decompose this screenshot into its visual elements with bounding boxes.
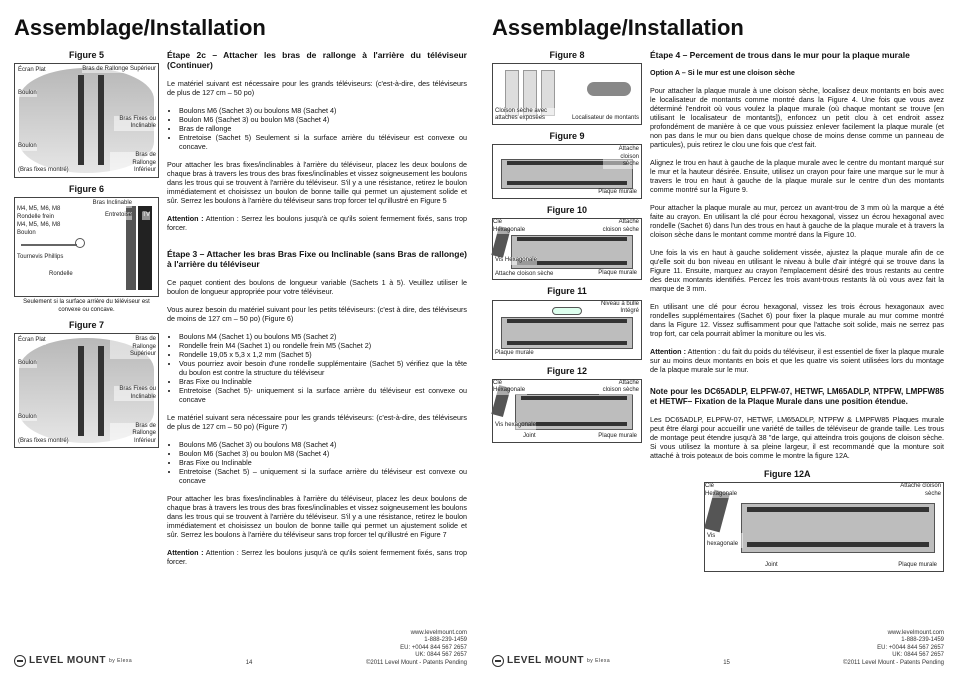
logo-icon [492,655,504,667]
note-p: Les DC65ADLP, ELPFW-07, HETWF, LM65ADLP,… [650,415,944,460]
figure-7: Figure 7 Écran Plat Bras de Rallonge Sup… [14,320,159,448]
step-2c-intro: Le matériel suivant est nécessaire pour … [167,79,467,97]
page-15: Assemblage/Installation Figure 8 Cloison… [477,0,954,675]
step-2c-attention: Attention : Attention : Serrez les boulo… [167,214,467,232]
option-a-title: Option A – Si le mur est une cloison sèc… [650,68,944,77]
figure-10: Figure 10 Clé Hexagonale Vis Hexagonale … [492,205,642,280]
page-number: 14 [132,660,366,668]
logo-icon [14,655,26,667]
option-a-p1: Pour attacher la plaque murale à une clo… [650,86,944,149]
figure-6-title: Figure 6 [14,184,159,195]
p2: Alignez le trou en haut à gauche de la p… [650,158,944,194]
figure-12: Figure 12 Clé Hexagonale Attache cloison… [492,366,642,443]
brand-logo: LEVEL MOUNT by Elexa [14,655,132,668]
figure-column-right: Figure 8 Cloison sèche avec attaches exp… [492,50,642,626]
columns-left: Figure 5 Écran Plat Bras de Rallonge Sup… [14,50,467,626]
columns-right: Figure 8 Cloison sèche avec attaches exp… [492,50,944,626]
step-4-title: Étape 4 – Percement de trous dans le mur… [650,50,944,61]
brand-logo: LEVEL MOUNT by Elexa [492,655,610,668]
step-2c-list: Boulons M6 (Sachet 3) ou boulons M8 (Sac… [167,106,467,151]
page-14: Assemblage/Installation Figure 5 Écran P… [0,0,477,675]
figure-5: Figure 5 Écran Plat Bras de Rallonge Sup… [14,50,159,178]
step-3-attention: Attention : Attention : Serrez les boulo… [167,548,467,566]
p4: Une fois la vis en haut à gauche solidem… [650,248,944,293]
figure-5-box: Écran Plat Bras de Rallonge Supérieur Bo… [14,63,159,178]
figure-12a: Figure 12A Clé Hexagonale Attache cloiso… [704,469,944,572]
step-3-p0: Ce paquet contient des boulons de longue… [167,278,467,296]
footer-contact: www.levelmount.com 1-888-239-1459 EU: +0… [366,630,467,668]
text-column-left: Étape 2c – Attacher les bras de rallonge… [167,50,467,626]
figure-6: Figure 6 Bras Inclinable M4, M5, M6, M8 … [14,184,159,314]
step-4-attention: Attention : Attention : du fait du poids… [650,347,944,374]
p5: En utilisant une clé pour écrou hexagona… [650,302,944,338]
note-title: Note pour les DC65ADLP, ELPFW-07, HETWF,… [650,387,944,407]
figure-8: Figure 8 Cloison sèche avec attaches exp… [492,50,642,125]
step-2c-p1: Pour attacher les bras fixes/inclinables… [167,160,467,205]
page-heading: Assemblage/Installation [14,14,467,42]
footer-contact: www.levelmount.com 1-888-239-1459 EU: +0… [843,630,944,668]
figure-column-left: Figure 5 Écran Plat Bras de Rallonge Sup… [14,50,159,626]
p3: Pour attacher la plaque murale au mur, p… [650,203,944,239]
step-3-list2: Boulons M6 (Sachet 3) ou boulons M8 (Sac… [167,440,467,485]
step-2c-title: Étape 2c – Attacher les bras de rallonge… [167,50,467,71]
figure-5-title: Figure 5 [14,50,159,61]
figure-9: Figure 9 Attache cloison sèche Plaque mu… [492,131,642,199]
page-heading: Assemblage/Installation [492,14,944,42]
figure-11: Figure 11 Niveau à bulle Intégré Plaque … [492,286,642,359]
step-3-title: Étape 3 – Attacher les bras Bras Fixe ou… [167,249,467,270]
figure-7-box: Écran Plat Bras de Rallonge Supérieur Bo… [14,333,159,448]
figure-6-caption: Seulement si la surface arrière du télév… [14,299,159,314]
step-3-p2: Le matériel suivant sera nécessaire pour… [167,413,467,431]
figure-6-box: Bras Inclinable M4, M5, M6, M8 Rondelle … [14,197,159,297]
page-number: 15 [610,660,843,668]
step-3-p3: Pour attacher les bras fixes/inclinables… [167,494,467,539]
footer-right: LEVEL MOUNT by Elexa 15 www.levelmount.c… [492,630,944,668]
step-3-p1: Vous aurez besoin du matériel suivant po… [167,305,467,323]
footer-left: LEVEL MOUNT by Elexa 14 www.levelmount.c… [14,630,467,668]
text-column-right: Étape 4 – Percement de trous dans le mur… [650,50,944,626]
figure-7-title: Figure 7 [14,320,159,331]
step-3-list1: Boulons M4 (Sachet 1) ou boulons M5 (Sac… [167,332,467,404]
